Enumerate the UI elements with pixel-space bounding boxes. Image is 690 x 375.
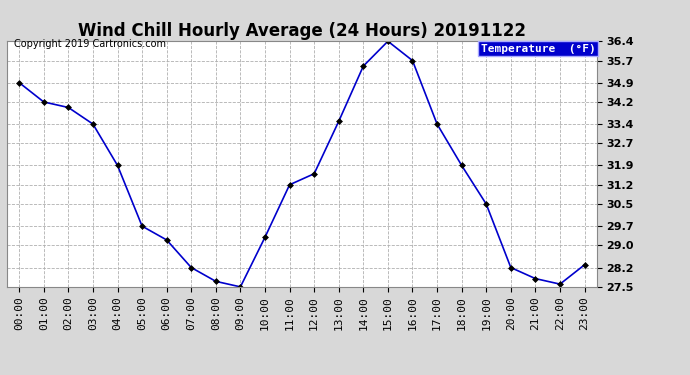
Text: Copyright 2019 Cartronics.com: Copyright 2019 Cartronics.com — [14, 39, 166, 50]
Title: Wind Chill Hourly Average (24 Hours) 20191122: Wind Chill Hourly Average (24 Hours) 201… — [78, 22, 526, 40]
Text: Temperature  (°F): Temperature (°F) — [481, 44, 595, 54]
